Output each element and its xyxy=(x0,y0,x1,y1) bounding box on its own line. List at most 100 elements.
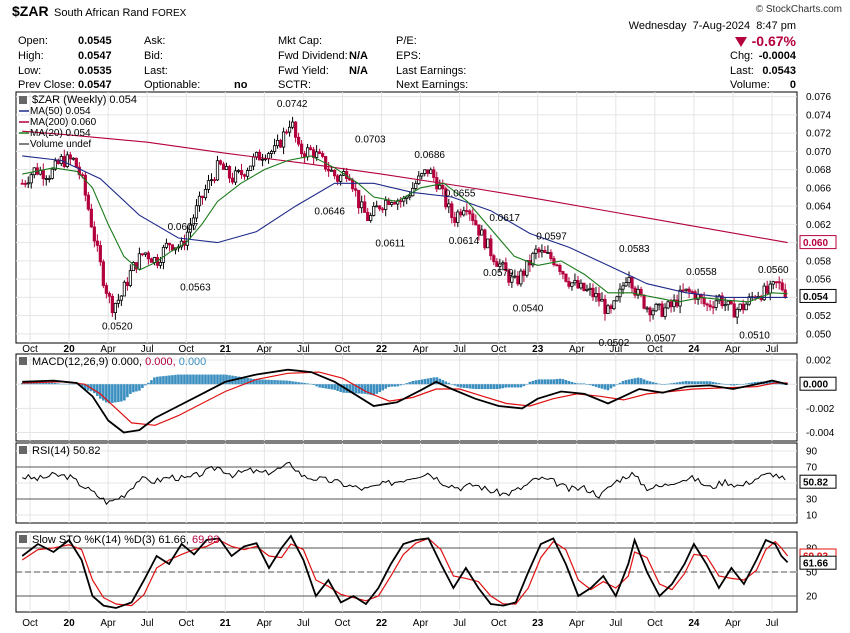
price-right-tag-box xyxy=(799,235,837,250)
candle-body xyxy=(582,282,586,291)
candle-body xyxy=(290,121,295,128)
macd-histogram-bar xyxy=(207,374,210,385)
candle-body xyxy=(531,252,535,266)
price-tick-label: 0.068 xyxy=(806,165,831,176)
candle-body xyxy=(89,208,93,228)
macd-histogram-bar xyxy=(75,383,78,385)
macd-histogram-bar xyxy=(47,382,51,385)
candle-body xyxy=(693,291,697,300)
macd-histogram-bar xyxy=(603,384,607,390)
macd-panel-frame xyxy=(15,353,798,442)
macd-histogram-bar xyxy=(312,384,315,385)
x-tick-label-bottom: 24 xyxy=(688,618,700,629)
candle-body xyxy=(732,303,736,318)
candle-body xyxy=(278,139,283,148)
optionable-label: Optionable: xyxy=(144,79,201,91)
macd-histogram-bar xyxy=(765,381,769,385)
macd-histogram-bar xyxy=(282,380,285,385)
last-earnings-label: Last Earnings: xyxy=(396,65,467,77)
candle-body xyxy=(300,143,304,155)
symbol-name: South African Rand FOREX xyxy=(54,7,186,19)
macd-histogram-bar xyxy=(429,377,433,385)
candle-body xyxy=(215,160,220,181)
macd-histogram-bar xyxy=(147,382,150,385)
candle-body xyxy=(41,169,45,180)
candle-body xyxy=(516,275,520,285)
candle-body xyxy=(678,289,682,307)
macd-histogram-bar xyxy=(270,379,273,385)
candle-body xyxy=(23,183,27,185)
x-tick-label-bottom: 22 xyxy=(376,618,388,629)
candle-body xyxy=(74,157,78,168)
macd-histogram-bar xyxy=(534,379,538,385)
macd-histogram-bar xyxy=(660,384,664,385)
chg-label: Chg: xyxy=(730,50,754,62)
candle-body xyxy=(462,210,466,216)
candle-body xyxy=(275,139,280,147)
macd-histogram-bar xyxy=(696,381,700,385)
ma20-line xyxy=(22,155,788,303)
candle-body xyxy=(227,166,232,179)
macd-right-tag-box xyxy=(799,376,837,391)
candle-body xyxy=(597,293,601,302)
candle-body xyxy=(161,246,166,263)
candle-body xyxy=(98,245,102,263)
macd-histogram-bar xyxy=(306,383,309,385)
macd-histogram-bar xyxy=(315,384,318,387)
candle-body xyxy=(777,281,781,284)
candle-body xyxy=(579,282,583,289)
last-label: Last: xyxy=(144,65,168,77)
candle-body xyxy=(588,287,592,290)
copyright[interactable]: © StockCharts.com xyxy=(755,4,842,15)
exchange: FOREX xyxy=(151,8,187,19)
macd-histogram-bar xyxy=(627,379,631,385)
x-tick-label: Apr xyxy=(100,344,116,355)
macd-histogram-bar xyxy=(162,376,165,385)
macd-histogram-bar xyxy=(540,379,544,385)
candle-body xyxy=(164,242,169,248)
macd-histogram-bar xyxy=(222,374,225,385)
price-annotation: 0.0560 xyxy=(758,265,789,276)
macd-histogram-bar xyxy=(255,379,258,385)
macd-histogram-bar xyxy=(447,382,451,385)
candle-body xyxy=(309,147,313,151)
candle-body xyxy=(636,288,640,296)
candle-body xyxy=(561,271,565,275)
macd-histogram-bar xyxy=(462,384,466,388)
candle-body xyxy=(537,248,541,253)
candle-body xyxy=(708,304,712,308)
candle-body xyxy=(363,201,367,213)
candle-body xyxy=(221,163,226,170)
macd-histogram-bar xyxy=(285,380,288,385)
x-tick-label-bottom: 20 xyxy=(64,618,76,629)
macd-histogram-bar xyxy=(777,383,781,385)
candle-body xyxy=(128,270,132,286)
macd-histogram-bar xyxy=(363,384,366,394)
macd-histogram-bar xyxy=(597,384,601,388)
price-tick-label: 0.074 xyxy=(806,110,831,121)
price-right-tag-box xyxy=(799,288,837,303)
candle-body xyxy=(609,305,613,310)
x-tick-label: 20 xyxy=(64,344,76,355)
candle-body xyxy=(543,250,547,254)
macd-histogram-bar xyxy=(720,383,724,385)
high-label: High: xyxy=(18,50,44,62)
macd-histogram-bar xyxy=(372,384,375,396)
macd-histogram-bar xyxy=(264,379,267,385)
macd-histogram-bar xyxy=(492,384,496,390)
candle-body xyxy=(507,270,511,283)
macd-histogram-bar xyxy=(138,384,141,391)
candle-body xyxy=(149,258,154,263)
candle-body xyxy=(585,288,589,291)
candle-body xyxy=(441,184,445,190)
macd-histogram-bar xyxy=(546,379,550,385)
x-tick-label-bottom: 21 xyxy=(220,618,232,629)
candle-body xyxy=(501,262,505,265)
candle-body xyxy=(200,195,205,199)
macd-right-tag: 0.000 xyxy=(803,380,828,391)
macd-histogram-bar xyxy=(525,383,529,385)
candle-body xyxy=(203,189,208,199)
macd-histogram-bar xyxy=(56,383,60,385)
macd-histogram-bar xyxy=(66,383,69,385)
